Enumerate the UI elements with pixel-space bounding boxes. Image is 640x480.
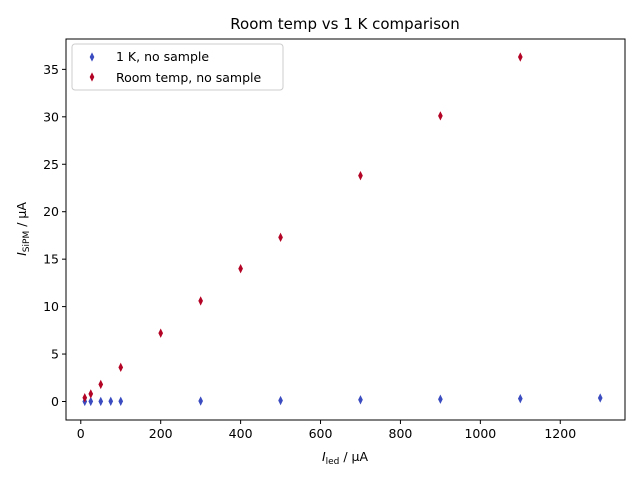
legend-marker-room-temp — [89, 72, 95, 82]
y-tick-label: 20 — [43, 204, 59, 219]
y-tick-label: 0 — [51, 394, 59, 409]
x-tick-label: 1200 — [544, 426, 576, 441]
legend: 1 K, no sample Room temp, no sample — [71, 43, 284, 91]
legend-box — [71, 43, 284, 91]
y-axis: 0 5 10 15 20 25 30 35 — [43, 62, 66, 409]
data-point-1k — [438, 394, 443, 404]
data-point-room-temp — [238, 263, 243, 274]
data-point-room-temp — [98, 379, 104, 390]
data-point-room-temp — [82, 393, 88, 403]
data-point-room-temp — [198, 296, 203, 306]
x-axis-label: Iled / μA — [322, 449, 369, 467]
data-point-room-temp — [88, 389, 94, 399]
data-point-1k — [278, 395, 283, 406]
x-axis: 0 200 400 600 800 1000 1200 — [77, 420, 576, 441]
data-point-1k — [597, 393, 603, 403]
x-tick-label: 400 — [229, 426, 253, 441]
data-point-1k — [118, 396, 124, 406]
legend-label-room-temp: Room temp, no sample — [116, 70, 262, 85]
data-point-1k — [198, 396, 203, 406]
data-point-room-temp — [158, 328, 164, 338]
data-point-1k — [358, 395, 363, 405]
data-points — [82, 52, 603, 407]
data-point-room-temp — [358, 170, 363, 181]
legend-label-1k: 1 K, no sample — [116, 49, 209, 64]
y-axis-label: ISiPM / μA — [14, 202, 32, 256]
data-point-room-temp — [278, 232, 283, 242]
x-tick-label: 0 — [77, 426, 85, 441]
x-tick-label: 1000 — [464, 426, 496, 441]
y-tick-label: 25 — [43, 157, 59, 172]
data-point-room-temp — [118, 362, 124, 373]
data-point-room-temp — [438, 111, 443, 121]
y-tick-label: 15 — [43, 252, 59, 267]
legend-marker-1k — [89, 52, 95, 62]
data-point-room-temp — [517, 52, 523, 62]
plot-area — [65, 38, 626, 421]
y-tick-label: 35 — [43, 62, 59, 77]
data-point-1k — [98, 396, 104, 407]
x-tick-label: 800 — [389, 426, 413, 441]
x-tick-label: 200 — [149, 426, 173, 441]
chart-title: Room temp vs 1 K comparison — [230, 15, 459, 33]
y-tick-label: 30 — [43, 109, 59, 124]
data-point-1k — [108, 396, 114, 406]
y-tick-label: 10 — [43, 299, 59, 314]
data-point-1k — [88, 396, 94, 407]
x-tick-label: 600 — [309, 426, 333, 441]
y-tick-label: 5 — [51, 347, 59, 362]
data-point-1k — [517, 393, 523, 404]
